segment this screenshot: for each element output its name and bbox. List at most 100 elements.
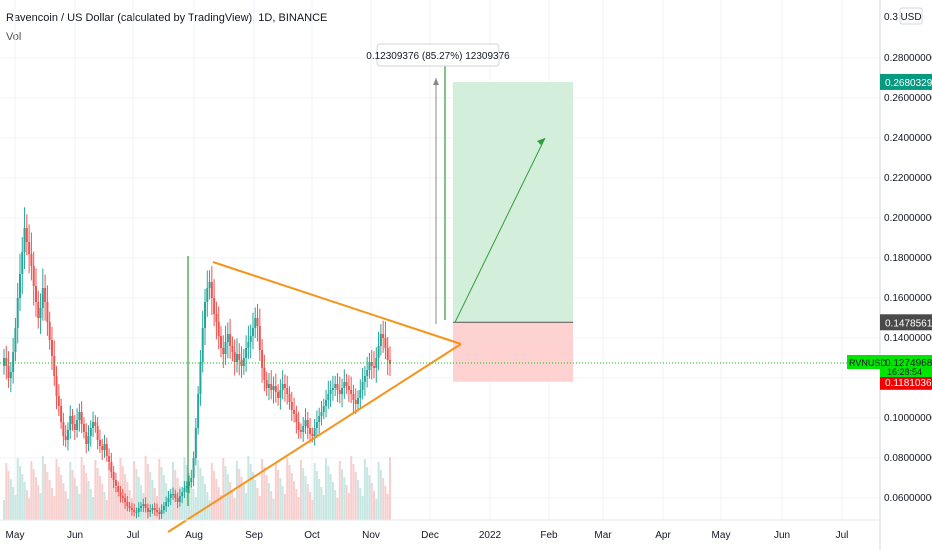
candle-body (60, 406, 63, 422)
volume-bar (60, 475, 63, 520)
candle-body (190, 478, 193, 482)
grid (0, 0, 880, 520)
candle-body (103, 444, 106, 450)
volume-bar (357, 480, 360, 520)
volume-bar (363, 459, 366, 520)
current-price-tag (880, 355, 932, 378)
candlestick (347, 375, 350, 403)
candlestick (382, 320, 385, 353)
volume-bar (188, 473, 191, 520)
candle-body (156, 510, 159, 512)
currency-button-label[interactable]: USD (900, 12, 921, 23)
candle-body (53, 356, 56, 376)
volume-bar (231, 490, 234, 520)
candle-body (352, 394, 355, 400)
candle-body (128, 506, 131, 508)
candlestick (224, 325, 227, 365)
candle-body (359, 390, 362, 398)
candle-body (375, 358, 378, 368)
candle-body (108, 456, 111, 462)
candle-body (384, 338, 387, 348)
candlestick (315, 410, 318, 436)
volume-bar (55, 459, 58, 520)
candlestick (190, 469, 193, 488)
projection-arrow-line[interactable] (454, 137, 546, 323)
volume-bar (327, 466, 330, 520)
volume-bar (12, 487, 15, 520)
candlestick (231, 336, 234, 362)
triangle-upper-line[interactable] (212, 261, 462, 345)
volume-bar (110, 471, 113, 520)
candlestick (313, 419, 316, 446)
volume-bar (169, 499, 172, 520)
candlestick (39, 293, 42, 334)
candle-body (229, 334, 232, 346)
candlestick (110, 452, 113, 478)
volume-bar (290, 473, 293, 520)
candlestick (363, 366, 366, 396)
candle-body (377, 346, 380, 358)
candlestick (12, 337, 15, 384)
loss-zone[interactable] (453, 322, 573, 382)
candlestick (178, 488, 181, 507)
volume-bar (309, 492, 312, 520)
candlestick (375, 347, 378, 383)
drawings (167, 60, 546, 533)
candlestick (117, 481, 120, 497)
candle-body (283, 384, 286, 388)
candle-body (14, 328, 17, 352)
volume-bar (320, 487, 323, 520)
candle-body (206, 288, 209, 302)
volume-bar (89, 489, 92, 520)
candlestick (78, 403, 81, 432)
price-axis[interactable] (880, 0, 932, 550)
candle-body (272, 386, 275, 390)
candle-body (158, 512, 161, 514)
price-axis-label: 0.26000000 (884, 93, 932, 104)
candlestick (183, 481, 186, 498)
time-axis-label: Dec (421, 530, 439, 541)
candlestick (156, 503, 159, 517)
volume-bar (199, 468, 202, 520)
candlestick (162, 502, 165, 514)
candle-body (66, 430, 69, 440)
volume-bar (265, 475, 268, 520)
candle-body (274, 386, 277, 392)
volume-bar (64, 491, 67, 520)
volume-bar (361, 496, 364, 520)
volume-bar (160, 467, 163, 520)
candlestick (158, 507, 161, 521)
candlestick (217, 306, 220, 350)
volume-bar (217, 487, 220, 520)
volume-bar (304, 476, 307, 520)
candlestick (229, 318, 232, 359)
candlestick (293, 397, 296, 423)
candlestick (290, 391, 293, 422)
candlestick (245, 335, 248, 372)
volume-bar (247, 456, 250, 520)
candle-body (167, 498, 170, 502)
candle-body (382, 334, 385, 338)
volume-bar (21, 474, 24, 520)
candlesticks (3, 207, 391, 521)
time-axis-label: Mar (594, 530, 612, 541)
volume-bar (277, 470, 280, 520)
price-axis-label: 0.14000000 (884, 333, 932, 344)
candle-body (261, 350, 264, 368)
time-axis-label: Jun (67, 530, 83, 541)
candlestick (322, 398, 325, 420)
candle-body (327, 394, 330, 400)
candlestick (30, 232, 33, 281)
volume-bar (222, 458, 225, 520)
triangle-lower-line[interactable] (167, 343, 462, 533)
volume-bar (158, 459, 161, 520)
candlestick (265, 371, 268, 397)
volume-bar (194, 497, 197, 520)
symbol-tag-label: RVNUSD (849, 358, 887, 368)
volume-bar (151, 480, 154, 520)
currency-button[interactable] (899, 7, 923, 25)
candle-body (25, 228, 28, 242)
candle-body (247, 342, 250, 348)
profit-zone[interactable] (453, 81, 573, 323)
